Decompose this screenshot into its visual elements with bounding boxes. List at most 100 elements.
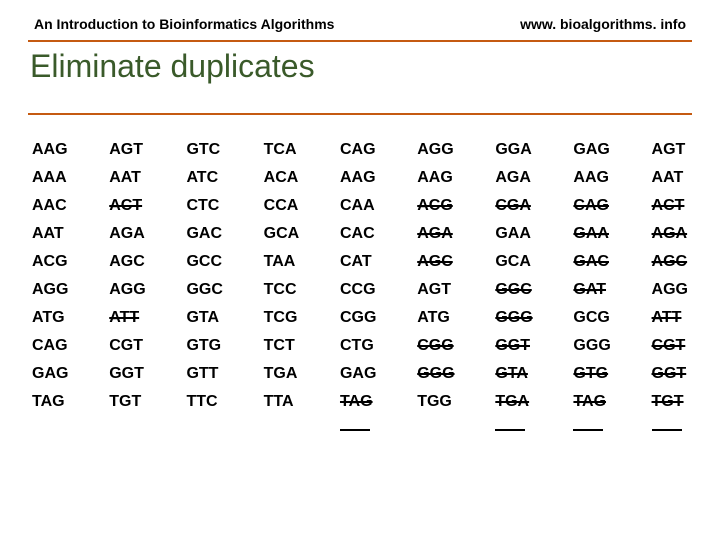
codon-text: AGG bbox=[652, 281, 688, 298]
codon-text: ATT bbox=[109, 309, 139, 326]
codon-text: GGT bbox=[652, 365, 687, 382]
codon-column: AAGAAAAACAATACGAGGATGCAGGAGTAG bbox=[32, 139, 68, 441]
codon-item: CGG bbox=[340, 307, 376, 329]
column-grid: AAG AAA AAC AAT ACG AGG ATG CAG GAG TAG AGT AAT ACT A… bbox=[28, 125, 692, 441]
codon-text: GGT bbox=[495, 337, 530, 354]
codon-text: TAG bbox=[32, 393, 65, 410]
codon-item: CAG bbox=[573, 195, 610, 217]
codon-text: CGT bbox=[109, 337, 143, 354]
codon-item: TAA bbox=[264, 251, 300, 273]
codon-item: AAG bbox=[573, 167, 610, 189]
codon-item bbox=[495, 419, 532, 441]
codon-text: GTG bbox=[186, 337, 221, 354]
codon-text: ACT bbox=[109, 197, 142, 214]
codon-text: CGG bbox=[417, 337, 453, 354]
codon-item: GAG bbox=[32, 363, 68, 385]
codon-text: ACG bbox=[417, 197, 453, 214]
codon-text: CAG bbox=[32, 337, 68, 354]
codon-text: TAA bbox=[264, 253, 296, 270]
codon-item: ATG bbox=[32, 307, 68, 329]
codon-item: AGA bbox=[417, 223, 454, 245]
codon-text: AAT bbox=[109, 169, 141, 186]
codon-item: AAG bbox=[340, 167, 376, 189]
codon-column: GGAAGACGAGAAGCAGGCGGGGGTGTATGA bbox=[495, 139, 532, 441]
codon-text: GGC bbox=[495, 281, 531, 298]
codon-text: GAC bbox=[573, 253, 609, 270]
codon-item: TCA bbox=[264, 139, 300, 161]
codon-item: AGA bbox=[109, 223, 145, 245]
codon-item: GAG bbox=[573, 139, 610, 161]
codon-text: GAG bbox=[32, 365, 68, 382]
codon-item: ATT bbox=[652, 307, 688, 329]
codon-item: AGA bbox=[652, 223, 688, 245]
codon-item: TAG bbox=[573, 391, 610, 413]
codon-item: AAG bbox=[32, 139, 68, 161]
codon-item: AGA bbox=[495, 167, 532, 189]
codon-item: ACT bbox=[652, 195, 688, 217]
codon-text: GTA bbox=[495, 365, 528, 382]
codon-item: GAG bbox=[340, 363, 376, 385]
codon-item: GAC bbox=[573, 251, 610, 273]
codon-item: AGC bbox=[652, 251, 688, 273]
codon-item: GAA bbox=[573, 223, 610, 245]
codon-item: CAC bbox=[340, 223, 376, 245]
blank-strike bbox=[573, 419, 603, 441]
codon-item: AAT bbox=[652, 167, 688, 189]
codon-item: GTG bbox=[573, 363, 610, 385]
codon-item: AAA bbox=[32, 167, 68, 189]
codon-item: AGT bbox=[109, 139, 145, 161]
codon-text: GTT bbox=[186, 365, 218, 382]
codon-text: GGG bbox=[573, 337, 610, 354]
codon-text: AAC bbox=[32, 197, 67, 214]
codon-item: GCA bbox=[495, 251, 532, 273]
codon-text: GAC bbox=[186, 225, 222, 242]
codon-text: CAC bbox=[340, 225, 375, 242]
codon-item: GGT bbox=[495, 335, 532, 357]
codon-text: GTA bbox=[186, 309, 219, 326]
codon-text: AAT bbox=[652, 169, 684, 186]
codon-item: TTC bbox=[186, 391, 222, 413]
codon-item: GCA bbox=[264, 223, 300, 245]
codon-item: GAT bbox=[573, 279, 610, 301]
codon-text: CGG bbox=[340, 309, 376, 326]
codon-item bbox=[652, 419, 688, 441]
codon-item: ATT bbox=[109, 307, 145, 329]
blank-strike bbox=[495, 419, 525, 441]
codon-text: TCC bbox=[264, 281, 297, 298]
codon-text: GTG bbox=[573, 365, 608, 382]
codon-text: TCA bbox=[264, 141, 297, 158]
codon-item: GGG bbox=[417, 363, 454, 385]
codon-item: TCG bbox=[264, 307, 300, 329]
codon-column: AGTAATACTAGAAGCAGGATTCGTGGTTGT bbox=[652, 139, 688, 441]
codon-item: GGT bbox=[109, 363, 145, 385]
codon-text: CCG bbox=[340, 281, 376, 298]
codon-text: AAA bbox=[32, 169, 67, 186]
codon-item: AAC bbox=[32, 195, 68, 217]
codon-text: ATG bbox=[417, 309, 450, 326]
codon-item bbox=[573, 419, 610, 441]
codon-text: GGC bbox=[186, 281, 222, 298]
codon-item: CGT bbox=[109, 335, 145, 357]
codon-column: GAGAAGCAGGAAGACGATGCGGGGGTGTAG bbox=[573, 139, 610, 441]
codon-item: TGT bbox=[652, 391, 688, 413]
codon-item: GAA bbox=[495, 223, 532, 245]
codon-text: GGG bbox=[495, 309, 532, 326]
codon-text: GAG bbox=[573, 141, 609, 158]
codon-text: CGT bbox=[652, 337, 686, 354]
codon-item: AAT bbox=[32, 223, 68, 245]
codon-text: CTG bbox=[340, 337, 374, 354]
codon-text: GGG bbox=[417, 365, 454, 382]
codon-text: ATG bbox=[32, 309, 65, 326]
codon-item: CTC bbox=[186, 195, 222, 217]
codon-text: AAG bbox=[340, 169, 376, 186]
codon-text: AGC bbox=[109, 253, 145, 270]
codon-item: TCT bbox=[264, 335, 300, 357]
codon-column: GTCATCCTCGACGCCGGCGTAGTGGTTTTC bbox=[186, 139, 222, 441]
codon-item: AGC bbox=[109, 251, 145, 273]
codon-item: AGG bbox=[652, 279, 688, 301]
codon-item: TGG bbox=[417, 391, 454, 413]
codon-item: ACT bbox=[109, 195, 145, 217]
codon-text: CGA bbox=[495, 197, 531, 214]
codon-item: GGG bbox=[495, 307, 532, 329]
codon-item: AGG bbox=[417, 139, 454, 161]
